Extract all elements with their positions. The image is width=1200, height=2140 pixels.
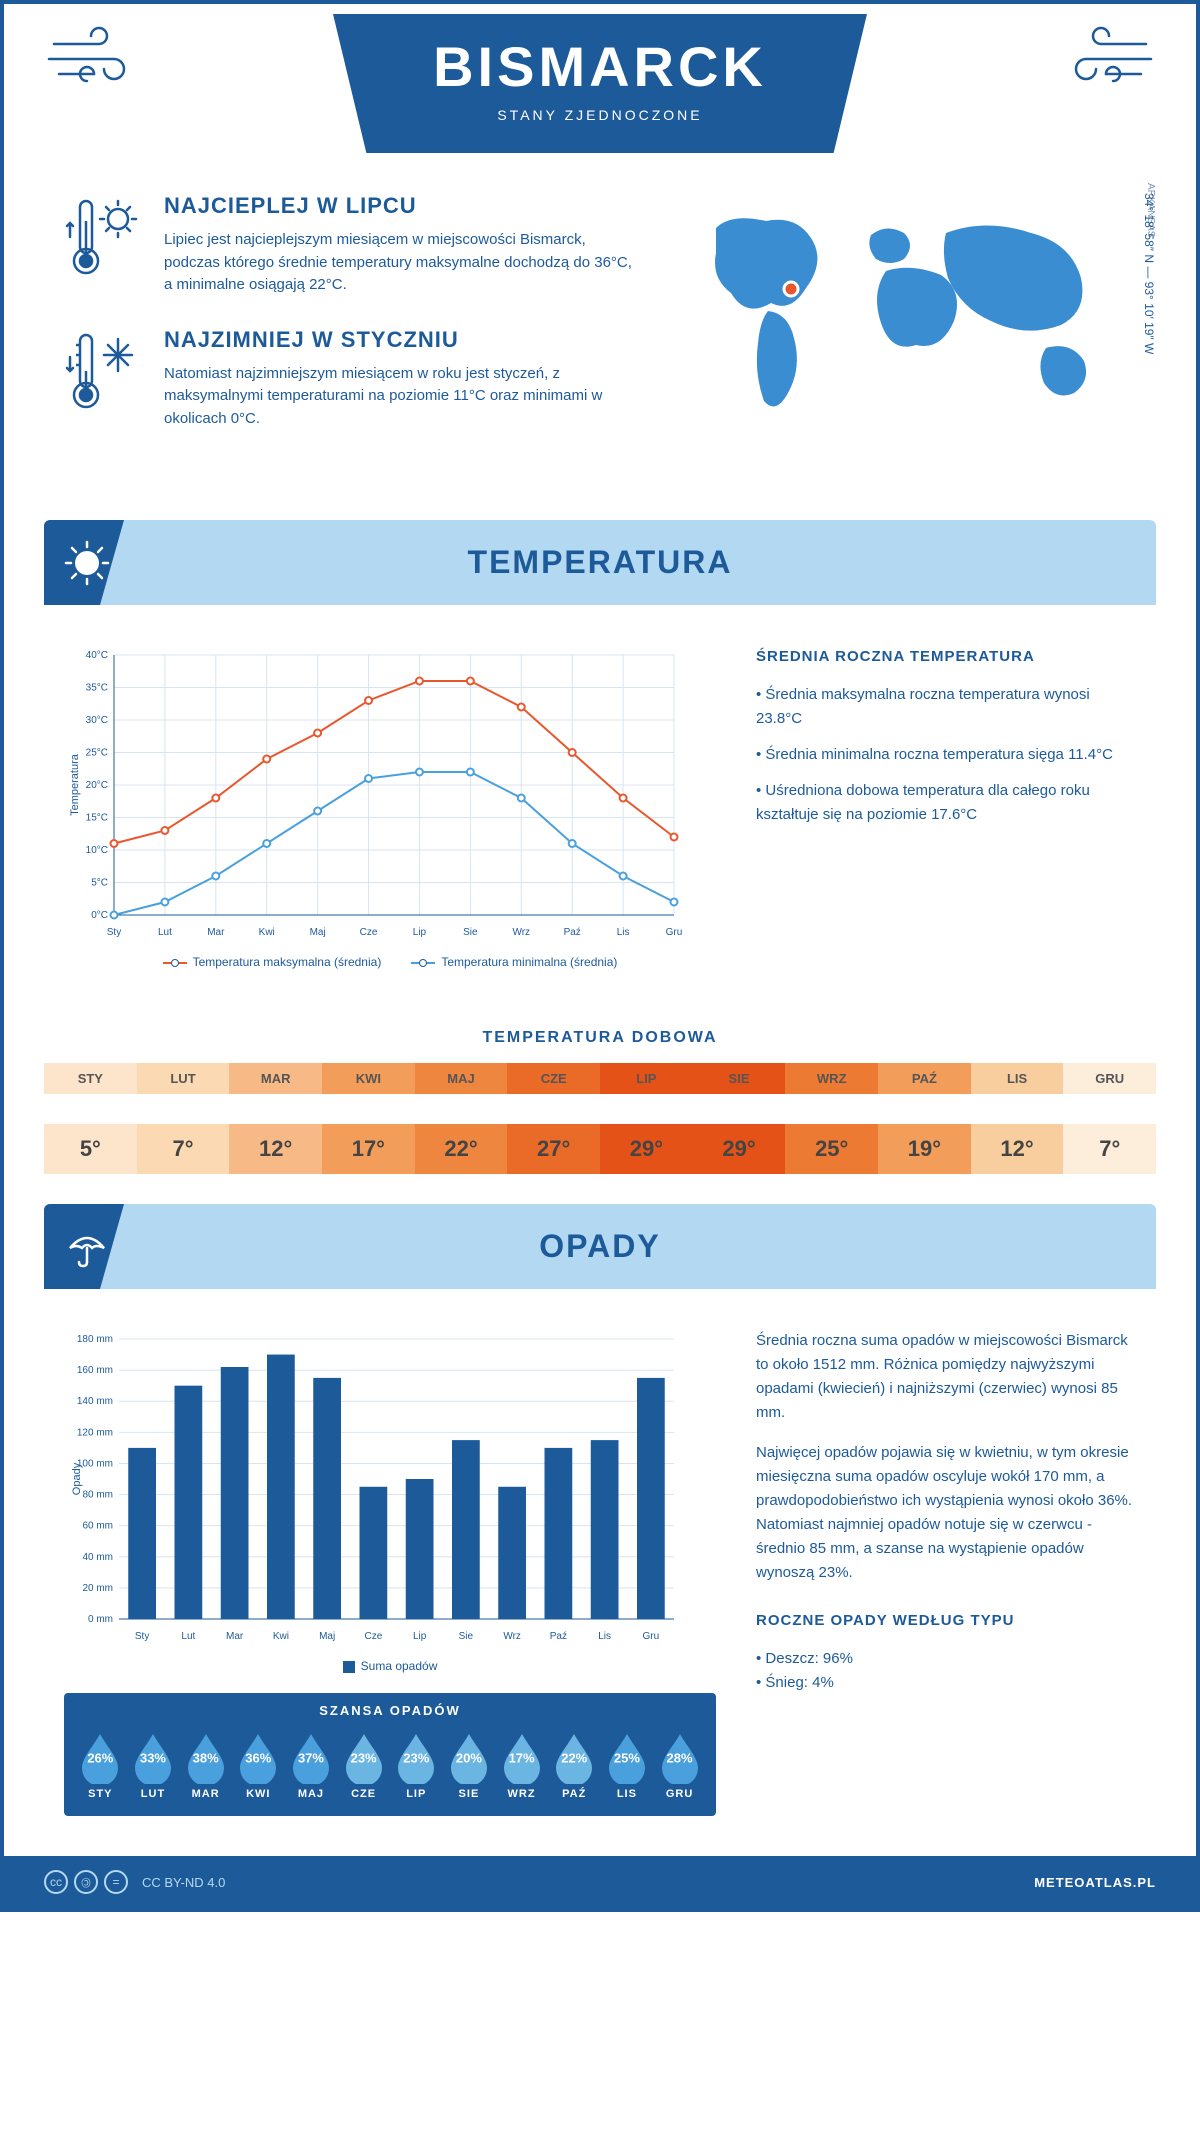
svg-text:Lis: Lis [617, 927, 630, 938]
svg-text:25°C: 25°C [86, 748, 108, 759]
fact-cold: NAJZIMNIEJ W STYCZNIU Natomiast najzimni… [64, 327, 636, 431]
svg-text:Mar: Mar [207, 927, 225, 938]
precip-body: 0 mm20 mm40 mm60 mm80 mm100 mm120 mm140 … [4, 1309, 1196, 1856]
svg-text:Sie: Sie [463, 927, 478, 938]
wind-icon-left [44, 24, 134, 94]
svg-text:Kwi: Kwi [259, 927, 275, 938]
thermometer-sun-icon [64, 193, 144, 297]
license-text: CC BY-ND 4.0 [142, 1875, 225, 1890]
legend-max-label: Temperatura maksymalna (średnia) [193, 955, 382, 969]
fact-hot-text: Lipiec jest najcieplejszym miesiącem w m… [164, 229, 636, 297]
license-block: cc 🄯 = CC BY-ND 4.0 [44, 1870, 225, 1894]
precip-chance-drops: 26%STY33%LUT38%MAR36%KWI37%MAJ23%CZE23%L… [74, 1730, 706, 1800]
wind-icon-right [1066, 24, 1156, 94]
svg-text:0°C: 0°C [91, 910, 108, 921]
svg-text:35°C: 35°C [86, 683, 108, 694]
precip-chart: 0 mm20 mm40 mm60 mm80 mm100 mm120 mm140 … [64, 1329, 684, 1649]
precip-chance-title: SZANSA OPADÓW [74, 1703, 706, 1718]
precip-para2: Najwięcej opadów pojawia się w kwietniu,… [756, 1441, 1136, 1585]
svg-text:Lip: Lip [413, 927, 427, 938]
svg-text:40 mm: 40 mm [82, 1552, 113, 1563]
avg-temp-title: ŚREDNIA ROCZNA TEMPERATURA [756, 645, 1136, 669]
svg-text:80 mm: 80 mm [82, 1490, 113, 1501]
temperature-chart: 0°C 5°C 10°C 15°C 20°C 25°C 30°C 35°C 40°C Sty Lut… [64, 645, 684, 945]
daily-temp-months-row: STYLUTMARKWIMAJCZELIPSIEWRZPAŹLISGRU [44, 1063, 1156, 1094]
svg-text:40°C: 40°C [86, 650, 108, 661]
svg-text:160 mm: 160 mm [77, 1365, 113, 1376]
svg-text:15°C: 15°C [86, 813, 108, 824]
precip-para1: Średnia roczna suma opadów w miejscowośc… [756, 1329, 1136, 1425]
country-subtitle: STANY ZJEDNOCZONE [183, 107, 1017, 123]
svg-text:5°C: 5°C [91, 878, 108, 889]
svg-text:Cze: Cze [364, 1631, 382, 1642]
svg-text:0 mm: 0 mm [88, 1614, 113, 1625]
world-map: ARKANSAS 34° 18′ 58″ N — 93° 10′ 19″ W [676, 193, 1136, 460]
cc-icon: cc [44, 1870, 68, 1894]
svg-text:60 mm: 60 mm [82, 1521, 113, 1532]
svg-text:Gru: Gru [666, 927, 683, 938]
svg-text:Temperatura: Temperatura [69, 753, 81, 816]
precip-type-bullets: • Deszcz: 96%• Śnieg: 4% [756, 1647, 1136, 1695]
umbrella-icon [64, 1224, 110, 1270]
svg-text:Maj: Maj [319, 1631, 335, 1642]
temperature-body: 0°C 5°C 10°C 15°C 20°C 25°C 30°C 35°C 40°C Sty Lut… [4, 625, 1196, 1009]
daily-temp-title: TEMPERATURA DOBOWA [4, 1029, 1196, 1047]
precip-legend-label: Suma opadów [361, 1659, 438, 1673]
svg-text:140 mm: 140 mm [77, 1396, 113, 1407]
fact-hot-title: NAJCIEPLEJ W LIPCU [164, 193, 636, 219]
by-icon: 🄯 [74, 1870, 98, 1894]
svg-text:Wrz: Wrz [503, 1631, 521, 1642]
svg-text:Lis: Lis [598, 1631, 611, 1642]
facts-row: NAJCIEPLEJ W LIPCU Lipiec jest najcieple… [4, 153, 1196, 500]
svg-text:180 mm: 180 mm [77, 1334, 113, 1345]
header-region: BISMARCK STANY ZJEDNOCZONE [4, 4, 1196, 153]
svg-text:Gru: Gru [643, 1631, 660, 1642]
svg-text:Paź: Paź [550, 1631, 567, 1642]
svg-text:Opady: Opady [71, 1462, 83, 1495]
precip-legend: Suma opadów [64, 1659, 716, 1673]
svg-text:Kwi: Kwi [273, 1631, 289, 1642]
nd-icon: = [104, 1870, 128, 1894]
svg-text:120 mm: 120 mm [77, 1427, 113, 1438]
avg-temp-bullets: • Średnia maksymalna roczna temperatura … [756, 683, 1136, 827]
precip-type-title: ROCZNE OPADY WEDŁUG TYPU [756, 1609, 1136, 1633]
precip-section-header: OPADY [44, 1204, 1156, 1289]
footer: cc 🄯 = CC BY-ND 4.0 METEOATLAS.PL [4, 1856, 1196, 1908]
svg-text:Sie: Sie [459, 1631, 474, 1642]
svg-text:Sty: Sty [135, 1631, 149, 1642]
thermometer-snow-icon [64, 327, 144, 431]
svg-text:Sty: Sty [107, 927, 121, 938]
svg-text:Paź: Paź [564, 927, 581, 938]
temperature-section-header: TEMPERATURA [44, 520, 1156, 605]
temperature-legend: Temperatura maksymalna (średnia) Tempera… [64, 955, 716, 969]
svg-text:Lut: Lut [181, 1631, 195, 1642]
coordinates: 34° 18′ 58″ N — 93° 10′ 19″ W [1142, 193, 1156, 354]
precip-chance-panel: SZANSA OPADÓW 26%STY33%LUT38%MAR36%KWI37… [64, 1693, 716, 1816]
daily-temp-values-row: 5°7°12°17°22°27°29°29°25°19°12°7° [44, 1124, 1156, 1174]
legend-min-label: Temperatura minimalna (średnia) [441, 955, 617, 969]
temperature-title: TEMPERATURA [44, 544, 1156, 581]
svg-text:10°C: 10°C [86, 845, 108, 856]
fact-cold-title: NAJZIMNIEJ W STYCZNIU [164, 327, 636, 353]
svg-text:Wrz: Wrz [512, 927, 530, 938]
svg-text:Cze: Cze [360, 927, 378, 938]
header-banner: BISMARCK STANY ZJEDNOCZONE [183, 14, 1017, 153]
svg-text:30°C: 30°C [86, 715, 108, 726]
city-title: BISMARCK [183, 34, 1017, 99]
svg-text:Mar: Mar [226, 1631, 244, 1642]
precip-title: OPADY [44, 1228, 1156, 1265]
site-name: METEOATLAS.PL [1034, 1875, 1156, 1890]
svg-text:20 mm: 20 mm [82, 1583, 113, 1594]
svg-text:Lut: Lut [158, 927, 172, 938]
svg-text:Lip: Lip [413, 1631, 427, 1642]
svg-text:Maj: Maj [310, 927, 326, 938]
sun-icon [64, 540, 110, 586]
fact-cold-text: Natomiast najzimniejszym miesiącem w rok… [164, 363, 636, 431]
fact-hot: NAJCIEPLEJ W LIPCU Lipiec jest najcieple… [64, 193, 636, 297]
svg-text:20°C: 20°C [86, 780, 108, 791]
